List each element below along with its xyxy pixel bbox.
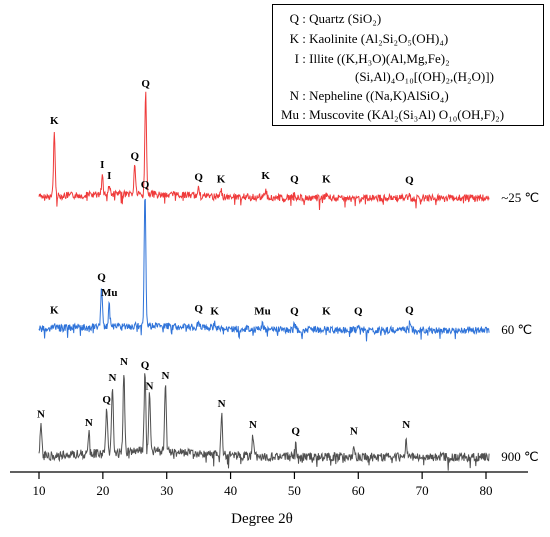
x-axis: 10 20 30 40 50 60 70 80	[10, 471, 528, 498]
peak-label: N	[161, 370, 169, 382]
peak-label: Q	[291, 425, 300, 437]
x-tick-label: 80	[480, 483, 493, 498]
legend-text: Nepheline ((Na,K)AlSiO₄)	[309, 88, 449, 103]
legend-item-illite: I : Illite ((K,H₃O)(Al,Mg,Fe)₂	[279, 51, 450, 66]
peak-label: N	[145, 380, 153, 392]
peak-label: K	[217, 174, 226, 186]
peak-label: Q	[141, 179, 150, 191]
peak-label: K	[210, 306, 219, 318]
peak-label: N	[108, 372, 116, 384]
peak-label: Q	[290, 306, 299, 318]
peak-label: Q	[290, 174, 299, 186]
legend-text: Illite ((K,H₃O)(Al,Mg,Fe)₂	[309, 51, 450, 66]
peak-label: Q	[405, 304, 414, 316]
series-name-label: ~25 ℃	[501, 190, 539, 205]
legend-item-illite-cont: (Si,Al)₄O₁₀[(OH)₂,(H₂O)])	[355, 69, 494, 84]
legend-text: Kaolinite (Al₂Si₂O₅(OH)₄)	[309, 31, 449, 46]
peak-label: Mu	[101, 287, 118, 299]
series-name-label: 60 ℃	[501, 322, 532, 337]
peak-label: I	[100, 159, 104, 171]
x-tick-label: 10	[33, 483, 46, 498]
legend-text: Muscovite (KAl₂(Si₃Al) O₁₀(OH,F)₂)	[309, 107, 505, 122]
legend-item-nepheline: N : Nepheline ((Na,K)AlSiO₄)	[279, 88, 449, 103]
legend-key: N	[289, 88, 299, 103]
legend-key: Mu	[280, 107, 299, 122]
peak-label: N	[218, 398, 226, 410]
legend-item-muscovite: Mu : Muscovite (KAl₂(Si₃Al) O₁₀(OH,F)₂)	[280, 107, 505, 122]
peak-label: Q	[141, 359, 150, 371]
peak-label: K	[261, 170, 270, 182]
peak-label: K	[322, 174, 331, 186]
peak-label: K	[50, 304, 59, 316]
x-tick-label: 20	[96, 483, 109, 498]
peak-label: N	[350, 425, 358, 437]
peak-label: Q	[405, 175, 414, 187]
peak-label: Q	[194, 303, 203, 315]
peak-label: Q	[102, 394, 111, 406]
peak-label: Mu	[254, 306, 271, 318]
peak-label: N	[37, 409, 45, 421]
x-tick-label: 50	[288, 483, 301, 498]
peak-label: Q	[141, 78, 150, 90]
legend-item-kaolinite: K : Kaolinite (Al₂Si₂O₅(OH)₄)	[279, 31, 449, 46]
series-layer: ~25 ℃ 60 ℃ 900 ℃	[38, 91, 539, 471]
peak-label: Q	[131, 150, 140, 162]
peak-label: N	[249, 419, 257, 431]
peak-label: I	[107, 170, 111, 182]
peak-label: K	[322, 306, 331, 318]
legend-key: I	[294, 51, 299, 66]
x-tick-label: 40	[224, 483, 237, 498]
x-axis-label: Degree 2θ	[231, 511, 293, 527]
legend-key: Q	[289, 11, 299, 26]
legend-text: Quartz (SiO₂)	[309, 11, 382, 26]
peak-label: K	[50, 115, 59, 127]
peak-label: Q	[97, 271, 106, 283]
peak-label: N	[120, 356, 128, 368]
peak-label: N	[402, 419, 410, 431]
x-tick-label: 60	[352, 483, 365, 498]
peak-label: Q	[194, 171, 203, 183]
series-line-0	[38, 91, 490, 211]
peak-label: Q	[354, 306, 363, 318]
series-line-2	[38, 373, 490, 471]
legend-item-quartz: Q : Quartz (SiO₂)	[279, 11, 382, 26]
series-line-1	[38, 198, 490, 342]
peak-label: N	[85, 417, 93, 429]
legend-text: (Si,Al)₄O₁₀[(OH)₂,(H₂O)])	[355, 69, 494, 84]
series-name-label: 900 ℃	[501, 449, 538, 464]
x-tick-label: 30	[160, 483, 173, 498]
legend: Q : Quartz (SiO₂) K : Kaolinite (Al₂Si₂O…	[272, 4, 544, 126]
x-tick-label: 70	[416, 483, 429, 498]
legend-key: K	[289, 31, 299, 46]
